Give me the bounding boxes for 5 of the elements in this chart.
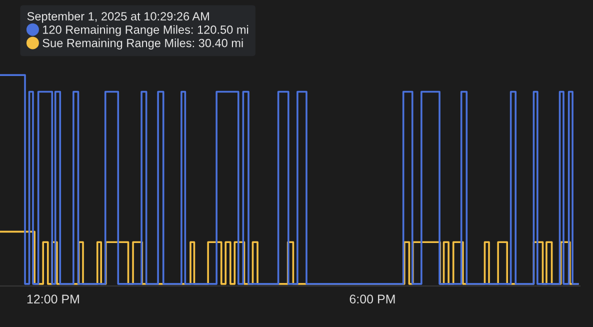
legend-label: Sue Remaining Range Miles: 30.40 mi <box>42 38 243 50</box>
legend-title: September 1, 2025 at 10:29:26 AM <box>27 12 209 23</box>
x-tick-label: 6:00 PM <box>350 294 395 304</box>
legend-label: 120 Remaining Range Miles: 120.50 mi <box>43 25 248 36</box>
x-tick-label: 12:00 PM <box>27 294 79 304</box>
